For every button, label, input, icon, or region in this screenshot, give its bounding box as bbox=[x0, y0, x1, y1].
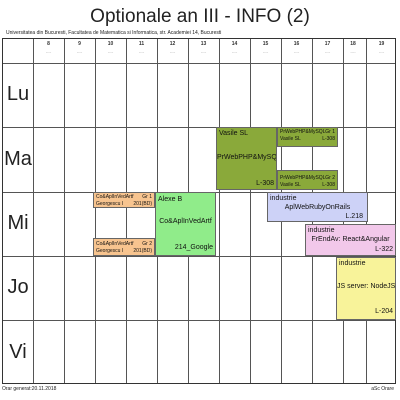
hour-sub: ---- bbox=[107, 49, 114, 54]
hour-sub: ---- bbox=[45, 49, 52, 54]
event-room: L.218 bbox=[345, 213, 363, 220]
hour-sub: ---- bbox=[293, 49, 300, 54]
hour-header-14: 14 bbox=[231, 41, 238, 47]
page-title: Optionale an III - INFO (2) bbox=[90, 6, 310, 27]
event-course: PrWebPHP&MySQL bbox=[280, 175, 326, 181]
event-teacher: industrie bbox=[339, 260, 366, 267]
event-room: 201(BD) bbox=[133, 248, 152, 254]
event-teacher: industrie bbox=[308, 227, 335, 234]
event-group: Gr 1 bbox=[142, 194, 152, 200]
hour-header-9: 9 bbox=[78, 41, 81, 47]
hour-sub: ---- bbox=[200, 49, 207, 54]
event-prweb-php-mysql[interactable]: Vasile SL PrWebPHP&MySQL L-308 bbox=[216, 127, 277, 190]
event-teacher: Vasile SL bbox=[280, 182, 301, 188]
event-room: L-204 bbox=[375, 308, 393, 315]
hour-header-17: 17 bbox=[324, 41, 331, 47]
day-label-mi: Mi bbox=[7, 212, 29, 234]
hour-header-16: 16 bbox=[293, 41, 300, 47]
timetable-grid: 8 ---- 9 ---- 10 ---- 11 ---- 12 ---- 13… bbox=[2, 38, 396, 384]
event-room: L-308 bbox=[322, 182, 335, 188]
event-co-apl-in-ved-artf-gr1[interactable]: Co&AplInVedArtf Gr 1 Georgescu I 201(BD) bbox=[93, 192, 155, 208]
event-teacher: Alexe B bbox=[158, 196, 183, 203]
hour-sub: ---- bbox=[231, 49, 238, 54]
event-course: PrWebPHP&MySQL bbox=[280, 129, 326, 135]
event-course: Co&AplInVedArtf bbox=[159, 218, 212, 225]
event-teacher: Vasile SL bbox=[280, 136, 301, 142]
event-course: FrEndAv: React&Angular bbox=[311, 236, 390, 243]
hour-sub: ---- bbox=[324, 49, 331, 54]
hour-sub: ---- bbox=[169, 49, 176, 54]
event-js-server-nodejs[interactable]: industrie JS server: NodeJS L-204 bbox=[336, 257, 396, 320]
day-label-ma: Ma bbox=[4, 148, 32, 170]
footer-brand: aSc Orare bbox=[371, 386, 394, 392]
event-room: 201(BD) bbox=[133, 201, 152, 207]
event-co-apl-in-ved-artf-main[interactable]: Alexe B Co&AplInVedArtf 214_Google bbox=[155, 192, 216, 256]
hour-sub: ---- bbox=[378, 49, 385, 54]
event-course: JS server: NodeJS bbox=[337, 283, 396, 290]
footer-generated: Orar generat:20.11.2018 bbox=[2, 386, 57, 392]
page-subtitle: Universitatea din Bucuresti, Facultatea … bbox=[6, 30, 222, 36]
event-course: PrWebPHP&MySQL bbox=[217, 154, 277, 161]
hour-sub: ---- bbox=[76, 49, 83, 54]
day-label-jo: Jo bbox=[7, 276, 29, 298]
event-course: AplWebRubyOnRails bbox=[284, 204, 351, 211]
day-label-vi: Vi bbox=[9, 341, 27, 363]
hour-sub: ---- bbox=[350, 49, 356, 54]
event-room: L-308 bbox=[322, 136, 335, 142]
event-frontend-react-angular[interactable]: industrie FrEndAv: React&Angular L-322 bbox=[305, 224, 396, 256]
day-label-lu: Lu bbox=[6, 83, 30, 105]
event-course: Co&AplInVedArtf bbox=[96, 194, 134, 200]
hour-header-19: 19 bbox=[378, 41, 385, 47]
event-prweb-php-mysql-gr1[interactable]: PrWebPHP&MySQL Gr 1 Vasile SL L-308 bbox=[277, 127, 338, 147]
event-room: 214_Google bbox=[174, 244, 213, 251]
hour-sub: ---- bbox=[262, 49, 269, 54]
event-teacher: Georgescu I bbox=[96, 248, 124, 254]
event-apl-web-ruby-on-rails[interactable]: industrie AplWebRubyOnRails L.218 bbox=[267, 192, 368, 222]
event-course: Co&AplInVedArtf bbox=[96, 241, 134, 247]
hour-header-10: 10 bbox=[107, 41, 114, 47]
hour-header-18: 18 bbox=[350, 41, 356, 47]
event-teacher: Vasile SL bbox=[219, 130, 249, 137]
hour-header-13: 13 bbox=[200, 41, 207, 47]
event-group: Gr 2 bbox=[325, 175, 335, 181]
event-room: L-322 bbox=[375, 246, 393, 253]
event-group: Gr 1 bbox=[325, 129, 335, 135]
event-prweb-php-mysql-gr2[interactable]: PrWebPHP&MySQL Gr 2 Vasile SL L-308 bbox=[277, 170, 338, 190]
hour-header-8: 8 bbox=[47, 41, 50, 47]
hour-header-15: 15 bbox=[262, 41, 269, 47]
hour-header-12: 12 bbox=[169, 41, 176, 47]
event-co-apl-in-ved-artf-gr2[interactable]: Co&AplInVedArtf Gr 2 Georgescu I 201(BD) bbox=[93, 238, 155, 256]
hour-sub: ---- bbox=[138, 49, 145, 54]
event-teacher: industrie bbox=[270, 195, 297, 202]
event-room: L-308 bbox=[256, 180, 274, 187]
event-group: Gr 2 bbox=[142, 241, 152, 247]
event-teacher: Georgescu I bbox=[96, 201, 124, 207]
hour-header-11: 11 bbox=[138, 41, 145, 47]
